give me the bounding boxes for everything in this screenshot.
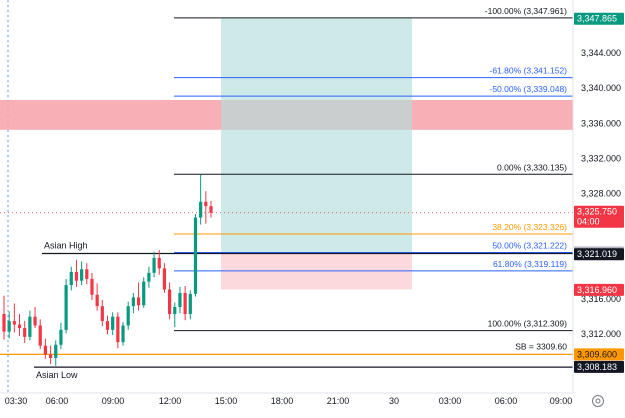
candle-body [54, 344, 58, 358]
time-tick-label: 03:30 [5, 396, 28, 406]
fib-level-label: -50.00% (3,339.048) [490, 84, 568, 94]
price-tick-label: 3,332.000 [581, 153, 621, 163]
price-tag-background [574, 205, 624, 228]
candle-body [7, 321, 11, 332]
price-tag-background [574, 283, 624, 296]
candle-body [48, 354, 53, 358]
price-tag-background [574, 360, 624, 373]
candle-body [183, 292, 187, 315]
candle-body [204, 201, 208, 207]
price-tag-label: 3,309.600 [577, 349, 617, 359]
candle-body [126, 306, 130, 326]
price-tick-label: 3,340.000 [581, 83, 621, 93]
candle-body [100, 306, 104, 322]
candle-body [95, 294, 99, 307]
candle-body [147, 272, 151, 282]
candle-body [167, 289, 172, 315]
price-tag-background [574, 348, 624, 361]
time-tick-label: 12:00 [159, 396, 182, 406]
gear-icon-hub [595, 398, 601, 404]
candle-body [142, 281, 146, 306]
candle-body [116, 316, 120, 343]
time-tick-label: 06:00 [46, 396, 69, 406]
position-profit-zone [221, 17, 412, 254]
price-tick-label: 3,328.000 [581, 188, 621, 198]
candle-body [64, 285, 68, 330]
candle-body [74, 271, 79, 281]
candle-body [90, 278, 94, 295]
candle-body [17, 324, 22, 329]
price-tick-label: 3,336.000 [581, 118, 621, 128]
candle-body [199, 201, 203, 218]
time-tick-label: 09:00 [102, 396, 125, 406]
gear-icon[interactable] [592, 395, 604, 407]
price-tag-background [574, 12, 624, 25]
fib-level-label: 100.00% (3,312.309) [488, 319, 568, 329]
candle-body [28, 316, 32, 337]
fib-level-label: 50.00% (3,321.222) [492, 240, 567, 250]
candle-body [209, 206, 213, 213]
asian-low-label: Asian Low [36, 370, 78, 380]
ui-layer [592, 395, 604, 407]
price-tag-background [574, 248, 624, 261]
gear-icon-ring [592, 395, 604, 407]
candle-body [111, 316, 115, 330]
price-tick-label: 3,312.000 [581, 329, 621, 339]
position-loss-zone [221, 253, 412, 290]
fib-level-label: 0.00% (3,330.135) [497, 162, 567, 172]
price-tag-label: 3,308.183 [577, 362, 617, 372]
asian-high-label: Asian High [44, 241, 88, 251]
candle-body [59, 329, 63, 345]
candle-body [12, 321, 16, 325]
candle-body [121, 325, 125, 343]
time-tick-label: 18:00 [271, 396, 294, 406]
sb-label: SB = 3309.60 [515, 341, 567, 351]
candle-body [2, 314, 6, 332]
candle-body [38, 325, 42, 346]
candle-body [131, 297, 135, 307]
candle-body [69, 271, 73, 286]
candle-body [162, 268, 167, 290]
candle-body [188, 293, 192, 315]
time-tick-label: 03:00 [439, 396, 462, 406]
price-tag-label: 3,321.019 [577, 249, 617, 259]
fib-level-label: -61.80% (3,341.152) [490, 66, 568, 76]
candle-body [136, 297, 141, 306]
time-tick-label: 15:00 [215, 396, 238, 406]
candle-body [105, 321, 110, 330]
price-tag-label: 3,347.865 [577, 14, 617, 24]
time-tick-label: 09:00 [550, 396, 573, 406]
fib-level-label: 38.20% (3,323.326) [492, 222, 567, 232]
candle-body [173, 307, 177, 315]
time-tick-label: 06:00 [495, 396, 518, 406]
candle-body [157, 257, 161, 269]
candle-body [23, 328, 27, 337]
candle-body [33, 316, 37, 326]
candle-body [43, 345, 48, 355]
level-layer [0, 17, 573, 368]
price-tag-countdown: 04:00 [577, 217, 600, 227]
price-tag-label: 3,325.750 [577, 207, 617, 217]
candle-body [178, 292, 182, 308]
price-tick-label: 3,316.000 [581, 294, 621, 304]
candle-body [193, 217, 198, 294]
fib-level-label: 61.80% (3,319.119) [493, 259, 567, 269]
candle-layer [2, 174, 213, 366]
fib-level-label: -100.00% (3,347.961) [485, 6, 567, 16]
zone-layer [0, 0, 573, 393]
label-layer: -100.00% (3,347.961) -61.80% (3,341.152) -… [36, 6, 567, 380]
candle-body [152, 257, 156, 273]
time-tick-label: 21:00 [327, 396, 350, 406]
time-tick-label: 30 [389, 396, 399, 406]
candle-body [85, 269, 89, 279]
price-tag-label: 3,316.960 [577, 285, 617, 295]
candle-body [80, 269, 84, 281]
price-tick-label: 3,344.000 [581, 48, 621, 58]
